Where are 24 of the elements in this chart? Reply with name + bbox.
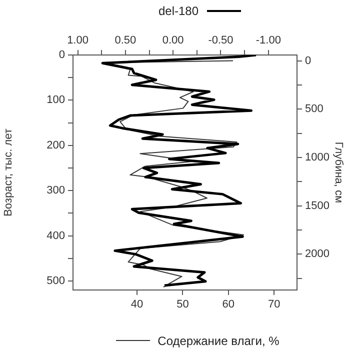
y2-tick-label: 500 <box>305 103 324 116</box>
x-tick-label: 40 <box>130 298 144 311</box>
x-axis-title: Содержание влаги, % <box>158 334 280 348</box>
y-tick-label: 200 <box>46 139 65 152</box>
y2-tick-label: 0 <box>305 54 312 67</box>
y-tick-label: 300 <box>46 184 65 197</box>
x2-tick-label: 0.50 <box>114 34 136 46</box>
x2-axis-title: del-180 <box>158 4 199 18</box>
y2-tick-label: 1000 <box>305 152 330 164</box>
y2-tick-label: 2000 <box>305 248 330 260</box>
x-tick-label: 60 <box>222 298 235 311</box>
y-tick-label: 100 <box>46 94 65 106</box>
y-tick-label: 400 <box>46 230 65 242</box>
x2-tick-label: 0.00 <box>162 34 184 46</box>
y2-axis-title: Глубина, см <box>332 142 344 204</box>
x-tick-label: 50 <box>176 298 189 311</box>
x2-tick-label: 1.00 <box>67 34 88 46</box>
y-axis-title: Возраст, тыс. лет <box>2 128 15 216</box>
y-tick-label: 500 <box>46 274 65 287</box>
y2-tick-label: 1500 <box>305 200 330 212</box>
x-tick-label: 70 <box>268 298 280 311</box>
x2-tick-label: -1.00 <box>256 34 281 46</box>
y-tick-label: 0 <box>58 49 65 62</box>
x2-tick-label: -0.50 <box>208 34 234 46</box>
